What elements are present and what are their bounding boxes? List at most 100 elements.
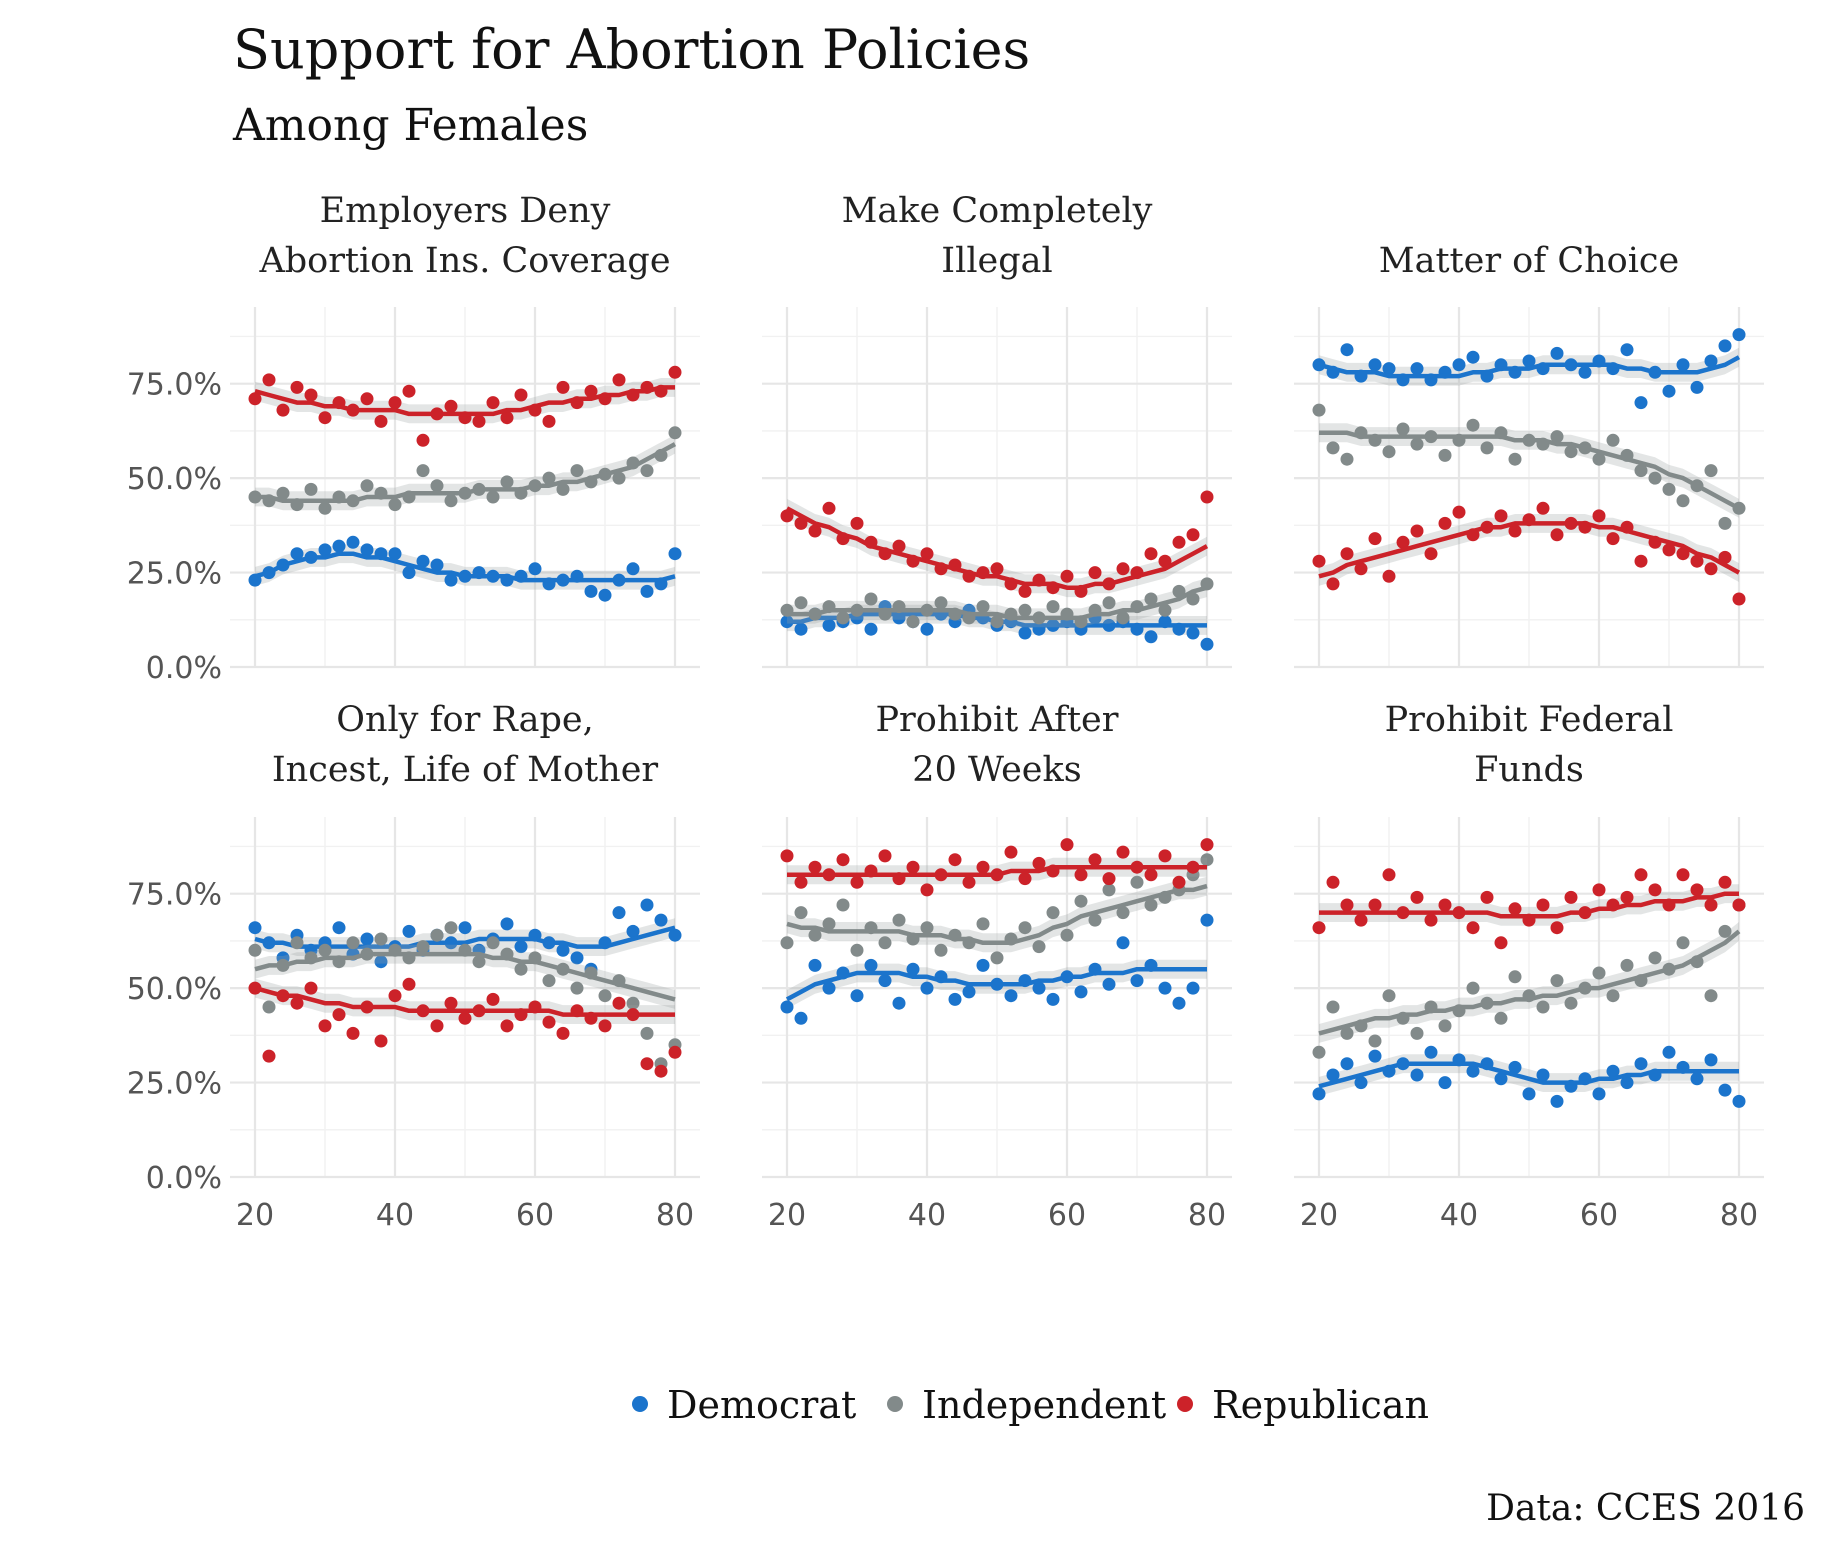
x-tick-label: 60: [1048, 1198, 1086, 1233]
legend: Democrat Independent Republican: [632, 1383, 1429, 1427]
data-point: [1691, 1072, 1704, 1085]
data-point: [1551, 974, 1564, 987]
chart-subtitle: Among Females: [232, 100, 588, 151]
x-tick-label: 60: [516, 1198, 554, 1233]
data-point: [977, 861, 990, 874]
data-point: [291, 381, 304, 394]
data-point: [1453, 506, 1466, 519]
data-point: [1495, 936, 1508, 949]
data-point: [1173, 997, 1186, 1010]
data-point: [1733, 593, 1746, 606]
data-point: [515, 963, 528, 976]
data-point: [1593, 509, 1606, 522]
data-point: [809, 959, 822, 972]
data-point: [1677, 494, 1690, 507]
data-point: [1677, 358, 1690, 371]
data-point: [1341, 547, 1354, 560]
data-point: [1425, 1046, 1438, 1059]
data-point: [851, 876, 864, 889]
data-point: [1369, 899, 1382, 912]
data-point: [1047, 600, 1060, 613]
data-point: [893, 997, 906, 1010]
data-point: [921, 921, 934, 934]
data-point: [921, 982, 934, 995]
data-point: [445, 921, 458, 934]
data-point: [1411, 891, 1424, 904]
data-point: [1705, 562, 1718, 575]
data-point: [655, 914, 668, 927]
data-point: [1075, 985, 1088, 998]
data-point: [1341, 1057, 1354, 1070]
data-point: [1439, 449, 1452, 462]
data-point: [1439, 1019, 1452, 1032]
data-point: [1551, 1095, 1564, 1108]
data-point: [1159, 982, 1172, 995]
data-point: [1411, 1027, 1424, 1040]
data-point: [585, 585, 598, 598]
y-tick-label: 25.0%: [127, 557, 222, 592]
x-tick-label: 40: [376, 1198, 414, 1233]
data-point: [599, 589, 612, 602]
data-point: [389, 498, 402, 511]
data-point: [319, 1019, 332, 1032]
data-point: [501, 917, 514, 930]
data-point: [431, 479, 444, 492]
data-point: [1383, 570, 1396, 583]
data-point: [1537, 502, 1550, 515]
data-point: [487, 993, 500, 1006]
data-point: [879, 974, 892, 987]
data-point: [1467, 982, 1480, 995]
data-point: [1313, 1087, 1326, 1100]
data-point: [1411, 525, 1424, 538]
data-point: [361, 392, 374, 405]
data-point: [1145, 868, 1158, 881]
data-point: [963, 985, 976, 998]
data-point: [935, 944, 948, 957]
data-point: [1201, 914, 1214, 927]
facet-title: Incest, Life of Mother: [272, 750, 659, 790]
data-point: [669, 366, 682, 379]
data-point: [837, 853, 850, 866]
data-point: [389, 989, 402, 1002]
data-point: [1495, 1012, 1508, 1025]
data-point: [1719, 925, 1732, 938]
x-tick-label: 80: [1188, 1198, 1226, 1233]
data-point: [305, 982, 318, 995]
data-point: [1327, 1001, 1340, 1014]
data-point: [781, 1001, 794, 1014]
facet-panel: Prohibit FederalFunds20 40 60 80: [1294, 700, 1764, 1233]
data-point: [1075, 895, 1088, 908]
data-point: [543, 974, 556, 987]
data-point: [935, 596, 948, 609]
x-tick-label: 40: [1440, 1198, 1478, 1233]
data-point: [641, 464, 654, 477]
data-point: [1565, 997, 1578, 1010]
legend-key-republican: [1177, 1396, 1193, 1412]
data-point: [1593, 883, 1606, 896]
data-point: [305, 483, 318, 496]
data-point: [1677, 936, 1690, 949]
data-point: [1201, 638, 1214, 651]
data-point: [879, 849, 892, 862]
data-point: [795, 876, 808, 889]
data-point: [1719, 517, 1732, 530]
data-point: [333, 540, 346, 553]
data-point: [347, 536, 360, 549]
data-point: [431, 1019, 444, 1032]
data-point: [1383, 989, 1396, 1002]
facet-panel: Prohibit After20 Weeks20 40 60 80: [762, 700, 1232, 1233]
data-point: [1439, 899, 1452, 912]
data-point: [1047, 906, 1060, 919]
data-point: [1327, 577, 1340, 590]
chart-caption: Data: CCES 2016: [1486, 1488, 1805, 1529]
data-point: [1649, 472, 1662, 485]
data-point: [963, 876, 976, 889]
data-point: [445, 494, 458, 507]
data-point: [1383, 445, 1396, 458]
data-point: [263, 1050, 276, 1063]
data-point: [459, 921, 472, 934]
data-point: [1341, 343, 1354, 356]
data-point: [1733, 1095, 1746, 1108]
y-tick-label: 0.0%: [146, 1161, 222, 1196]
